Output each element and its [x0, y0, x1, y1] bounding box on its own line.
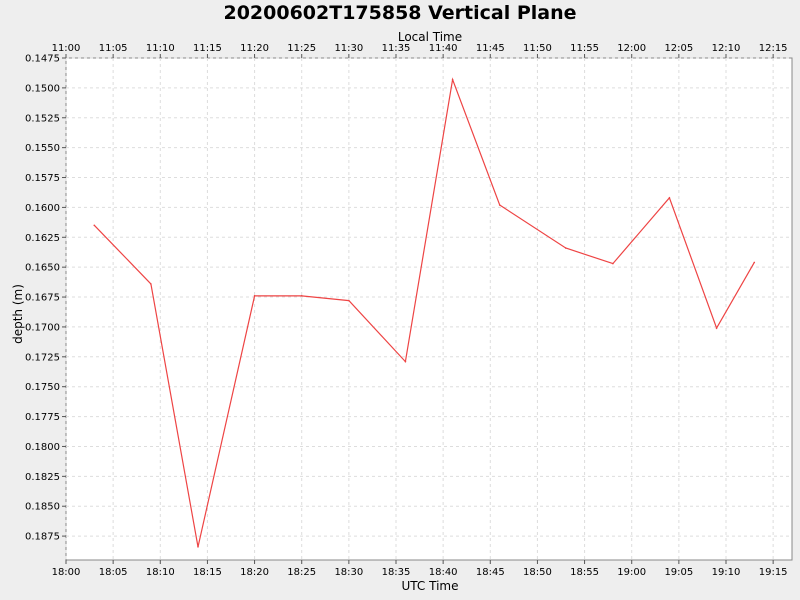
x-tick-label: 18:15	[193, 567, 222, 578]
y-tick-label: 0.1775	[25, 412, 60, 423]
data-point	[150, 283, 152, 285]
y-tick-label: 0.1650	[25, 263, 60, 274]
data-point	[668, 197, 671, 199]
x-tick-label: 18:00	[52, 567, 81, 578]
x-tick-label: 18:50	[523, 567, 552, 578]
data-point	[93, 224, 96, 227]
x-tick-label: 19:10	[712, 567, 741, 578]
x2-tick-label: 12:05	[664, 43, 693, 54]
y-tick-label: 0.1525	[25, 113, 60, 124]
x2-tick-label: 11:20	[240, 43, 269, 54]
x-tick-label: 18:10	[146, 567, 175, 578]
x2-tick-label: 11:00	[52, 43, 81, 54]
x2-tick-label: 12:10	[712, 43, 741, 54]
x2-tick-label: 11:40	[429, 43, 458, 54]
y-tick-label: 0.1625	[25, 233, 60, 244]
x2-tick-label: 11:05	[99, 43, 128, 54]
y-tick-label: 0.1800	[25, 442, 60, 453]
y-tick-label: 0.1850	[25, 502, 60, 513]
x-axis-label: UTC Time	[402, 579, 459, 593]
x-tick-label: 19:05	[664, 567, 693, 578]
x-tick-label: 19:15	[759, 567, 788, 578]
series-line-0	[93, 77, 755, 548]
x2-tick-label: 11:25	[287, 43, 316, 54]
grid-lines	[65, 57, 792, 560]
axes: 18:00 11:00 18:05 11:05 18:10 11:10 18:15 11:15…	[25, 43, 788, 578]
data-point	[498, 204, 501, 206]
x2-tick-label: 11:55	[570, 43, 599, 54]
x2-tick-label: 12:00	[617, 43, 646, 54]
x2-tick-label: 11:50	[523, 43, 552, 54]
y-tick-label: 0.1875	[25, 532, 60, 543]
x2-tick-label: 12:15	[759, 43, 788, 54]
y-tick-label: 0.1675	[25, 293, 60, 304]
x2-tick-label: 11:45	[476, 43, 505, 54]
x-tick-label: 18:20	[240, 567, 269, 578]
data-point	[348, 299, 350, 302]
y-tick-label: 0.1500	[25, 83, 60, 94]
y-tick-label: 0.1550	[25, 143, 60, 154]
y-tick-label: 0.1575	[25, 173, 60, 184]
data-point	[197, 546, 199, 548]
x2-tick-label: 11:30	[334, 43, 363, 54]
data-point	[715, 327, 718, 329]
y-tick-label: 0.1750	[25, 382, 60, 393]
x-tick-label: 18:25	[287, 567, 316, 578]
data-point	[404, 360, 407, 363]
y-tick-label: 0.1475	[25, 54, 60, 65]
data-point	[612, 262, 614, 265]
x2-tick-label: 11:35	[382, 43, 411, 54]
x2-tick-label: 11:15	[193, 43, 222, 54]
data-point	[253, 295, 256, 297]
x-tick-label: 18:55	[570, 567, 599, 578]
x-tick-label: 18:40	[429, 567, 458, 578]
data-point	[451, 78, 454, 81]
y-tick-label: 0.1700	[25, 322, 60, 333]
chart-title: 20200602T175858 Vertical Plane	[223, 2, 576, 24]
data-point	[300, 295, 303, 297]
x-tick-label: 19:00	[617, 567, 646, 578]
x-tick-label: 18:05	[99, 567, 128, 578]
data-point	[753, 261, 756, 264]
data-point	[564, 247, 567, 249]
y-tick-label: 0.1725	[25, 352, 60, 363]
x-tick-label: 18:35	[382, 567, 411, 578]
y-axis-label: depth (m)	[11, 284, 25, 344]
x2-tick-label: 11:10	[146, 43, 175, 54]
plot-area	[65, 57, 793, 561]
y-tick-label: 0.1600	[25, 203, 60, 214]
series-layer	[93, 77, 756, 548]
x-tick-label: 18:30	[334, 567, 363, 578]
y-tick-label: 0.1825	[25, 472, 60, 483]
x-tick-label: 18:45	[476, 567, 505, 578]
x2-axis-label: Local Time	[398, 30, 462, 44]
